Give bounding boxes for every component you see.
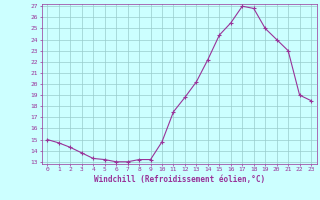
X-axis label: Windchill (Refroidissement éolien,°C): Windchill (Refroidissement éolien,°C)	[94, 175, 265, 184]
